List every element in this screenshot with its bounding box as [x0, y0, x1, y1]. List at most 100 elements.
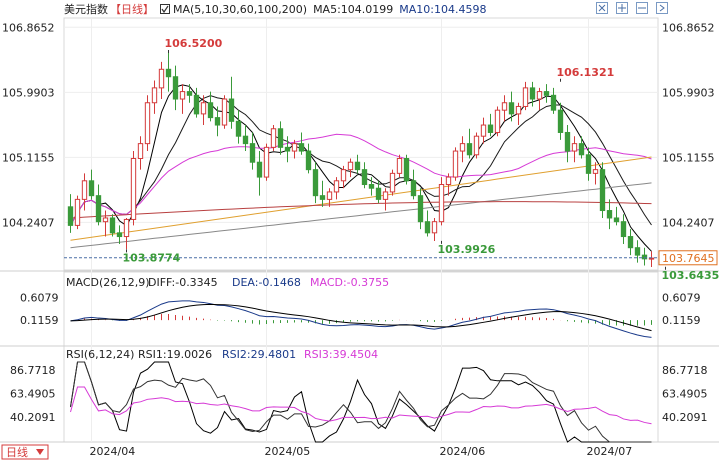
- candle-down: [109, 217, 116, 234]
- candle-down: [319, 195, 326, 200]
- macd-value: MACD:-0.3755: [310, 276, 389, 289]
- price-tick-right: 104.2407: [662, 216, 715, 229]
- price-tick-left: 106.8652: [2, 21, 55, 34]
- candle-up: [74, 198, 81, 226]
- chevron-down-icon: [36, 449, 44, 455]
- candle-down: [242, 135, 249, 145]
- candle-down: [88, 180, 95, 197]
- candle-down: [403, 157, 410, 182]
- macd-tick-left: 0.6079: [20, 292, 59, 305]
- ma-checkbox-icon[interactable]: [160, 4, 170, 14]
- candle-up: [270, 128, 277, 148]
- candle-down: [67, 206, 74, 226]
- price-tick-right: 106.8652: [662, 21, 715, 34]
- ma-params-label: MA(5,10,30,60,100,200): [173, 2, 308, 16]
- candle-up: [158, 68, 165, 89]
- candle-down: [529, 87, 536, 100]
- macd-tick-left: 0.1159: [20, 314, 59, 327]
- ma-line-ma100: [70, 182, 652, 249]
- macd-dea: DEA:-0.1468: [232, 276, 301, 289]
- price-tick-left: 104.2407: [2, 216, 55, 229]
- candle-down: [368, 184, 375, 189]
- candle-up: [438, 184, 445, 223]
- period-button-label: 日线: [6, 445, 28, 459]
- candle-up: [592, 169, 599, 174]
- candle-down: [417, 195, 424, 223]
- candle-up: [200, 102, 207, 115]
- macd-title: MACD(26,12,9): [66, 276, 150, 289]
- period-label[interactable]: 【日线】: [110, 3, 154, 16]
- candle-down: [375, 187, 382, 200]
- ma5-value: MA5:104.0199: [313, 2, 394, 16]
- candle-up: [382, 191, 389, 200]
- ma-line-ma60: [70, 156, 652, 241]
- candle-up: [445, 176, 452, 186]
- candle-down: [214, 117, 221, 126]
- rsi2-line: [70, 361, 652, 443]
- price-tick-left: 105.9903: [2, 86, 55, 99]
- candle-down: [235, 120, 242, 137]
- ma10-value: MA10:104.4598: [399, 2, 487, 16]
- candle-down: [606, 210, 613, 219]
- zoom-out-icon[interactable]: [636, 2, 648, 14]
- candle-up: [571, 143, 578, 152]
- rsi-tick-left: 63.4905: [10, 388, 56, 401]
- candle-up: [396, 157, 403, 174]
- candle-down: [277, 128, 284, 148]
- extreme-label: 103.8774: [123, 251, 181, 264]
- candle-up: [263, 146, 270, 178]
- settings-icon[interactable]: [596, 2, 608, 14]
- candle-up: [480, 124, 487, 137]
- rsi-tick-left: 86.7718: [10, 364, 56, 377]
- macd-dif: DIFF:-0.3345: [148, 276, 218, 289]
- rsi3-value: RSI3:39.4504: [304, 348, 378, 361]
- candle-down: [249, 143, 256, 163]
- candle-up: [130, 157, 137, 220]
- candle-up: [151, 87, 158, 104]
- candle-down: [193, 94, 200, 115]
- candle-down: [165, 68, 172, 78]
- candle-up: [522, 87, 529, 107]
- period-button: [1, 444, 49, 460]
- rsi-tick-left: 40.2091: [10, 411, 56, 424]
- macd-tick-right: 0.6079: [662, 292, 701, 305]
- ma-line-ma5: [70, 84, 652, 252]
- candle-down: [613, 217, 620, 223]
- date-tick: 2024/04: [90, 445, 136, 458]
- candle-up: [536, 91, 543, 100]
- extreme-label: 106.1321: [557, 66, 615, 79]
- candle-up: [291, 143, 298, 152]
- price-tick-right: 105.1155: [662, 151, 715, 164]
- candle-down: [466, 143, 473, 156]
- ma-line-ma200: [70, 201, 652, 219]
- candle-down: [172, 76, 179, 100]
- candle-down: [410, 180, 417, 197]
- candle-down: [312, 169, 319, 197]
- candle-up: [144, 102, 151, 145]
- candle-down: [634, 247, 641, 256]
- zoom-in-icon[interactable]: [616, 2, 628, 14]
- candle-up: [389, 172, 396, 193]
- extreme-label: 103.6435: [662, 269, 719, 282]
- candle-up: [494, 109, 501, 133]
- panel-frame: [63, 17, 659, 271]
- candle-up: [340, 169, 347, 182]
- macd-dea-line: [70, 303, 652, 332]
- date-tick: 2024/07: [587, 445, 633, 458]
- candle-down: [256, 161, 263, 178]
- date-tick: 2024/05: [265, 445, 311, 458]
- macd-tick-right: 0.1159: [662, 314, 701, 327]
- candle-down: [354, 161, 361, 171]
- candle-down: [599, 169, 606, 212]
- candle-up: [347, 161, 354, 171]
- rsi-tick-right: 63.4905: [662, 388, 708, 401]
- price-tick-left: 105.1155: [2, 151, 55, 164]
- candle-down: [557, 109, 564, 133]
- last-price-label: 103.7645: [662, 252, 715, 265]
- chart-header: 美元指数 【日线】 MA(5,10,30,60,100,200) MA5:104…: [0, 0, 719, 18]
- rsi-title: RSI(6,12,24): [66, 348, 134, 361]
- chevron-right-icon[interactable]: [656, 2, 668, 14]
- rsi-tick-right: 40.2091: [662, 411, 708, 424]
- candle-down: [95, 195, 102, 223]
- candle-up: [431, 221, 438, 234]
